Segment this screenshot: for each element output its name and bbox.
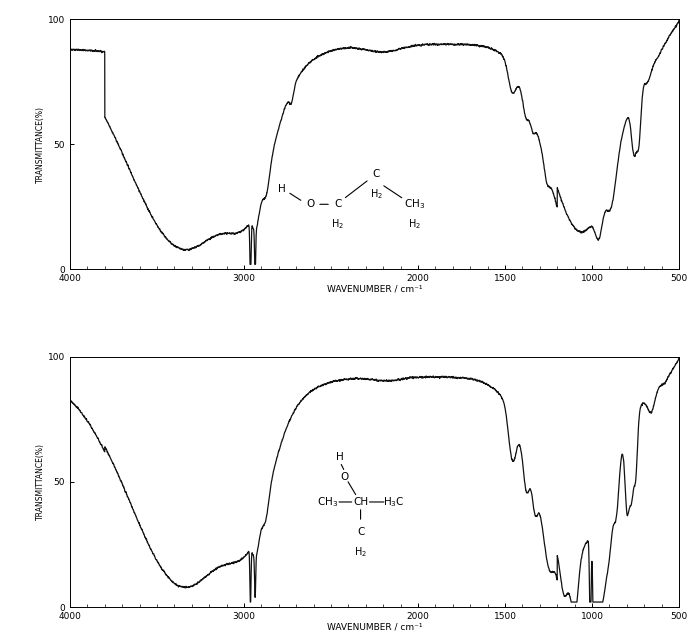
Y-axis label: TRANSMITTANCE(%): TRANSMITTANCE(%) xyxy=(36,105,45,183)
Text: H: H xyxy=(336,452,344,462)
Text: C: C xyxy=(357,527,364,537)
Text: C: C xyxy=(372,169,380,180)
Text: CH: CH xyxy=(353,497,368,507)
Y-axis label: TRANSMITTANCE(%): TRANSMITTANCE(%) xyxy=(36,443,45,521)
Text: C: C xyxy=(335,199,342,210)
Text: H$_2$: H$_2$ xyxy=(370,187,383,201)
Text: CH$_3$: CH$_3$ xyxy=(404,197,425,212)
Text: O: O xyxy=(341,472,349,482)
X-axis label: WAVENUMBER / cm⁻¹: WAVENUMBER / cm⁻¹ xyxy=(327,284,422,293)
Text: H: H xyxy=(279,184,286,194)
Text: H$_2$: H$_2$ xyxy=(332,217,344,231)
X-axis label: WAVENUMBER / cm⁻¹: WAVENUMBER / cm⁻¹ xyxy=(327,622,422,631)
Text: H$_2$: H$_2$ xyxy=(354,545,367,559)
Text: O: O xyxy=(306,199,314,210)
Text: H$_3$C: H$_3$C xyxy=(383,495,405,509)
Text: CH$_3$: CH$_3$ xyxy=(317,495,338,509)
Text: H$_2$: H$_2$ xyxy=(408,217,421,231)
